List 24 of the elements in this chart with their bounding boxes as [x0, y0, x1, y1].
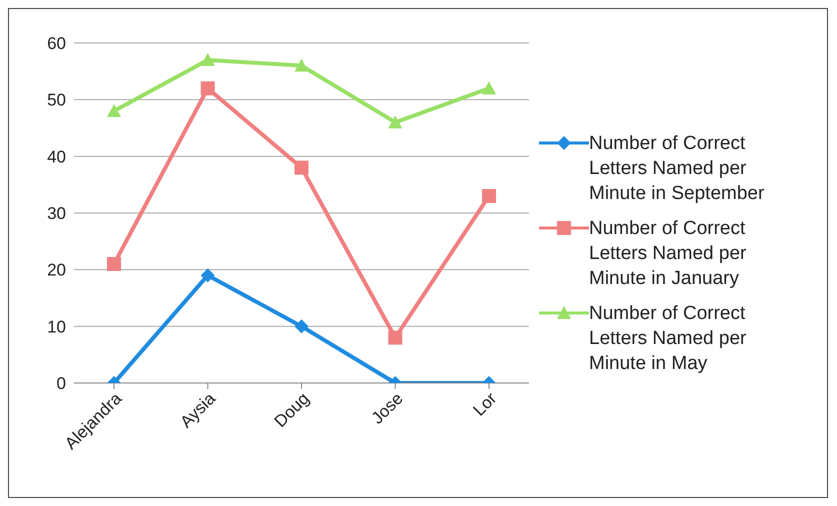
y-tick-label: 60 [47, 34, 66, 54]
point [107, 257, 121, 271]
x-tick-label: Lor [470, 388, 501, 420]
point [482, 189, 496, 203]
legend-label: Number of Correct Letters Named per Minute in May [589, 302, 748, 376]
y-tick-label: 30 [47, 204, 66, 224]
point [388, 115, 402, 128]
point [200, 81, 215, 96]
y-tick-label: 50 [47, 90, 66, 110]
legend-label: Number of Correct Letters Named per Minute in January [589, 216, 748, 290]
y-tick-label: 0 [56, 374, 66, 394]
point [294, 58, 308, 72]
point [107, 104, 121, 117]
point [200, 53, 215, 66]
x-tick-label: Jose [368, 388, 407, 428]
y-tick-label: 10 [47, 317, 66, 336]
legend-label: Number of Correct Letters Named per Minute in September [589, 132, 766, 206]
point [294, 160, 308, 175]
point [294, 319, 308, 334]
point [388, 330, 402, 345]
point [200, 268, 215, 282]
y-tick-label: 40 [47, 147, 66, 166]
y-tick-label: 20 [47, 260, 66, 280]
point [482, 81, 496, 94]
